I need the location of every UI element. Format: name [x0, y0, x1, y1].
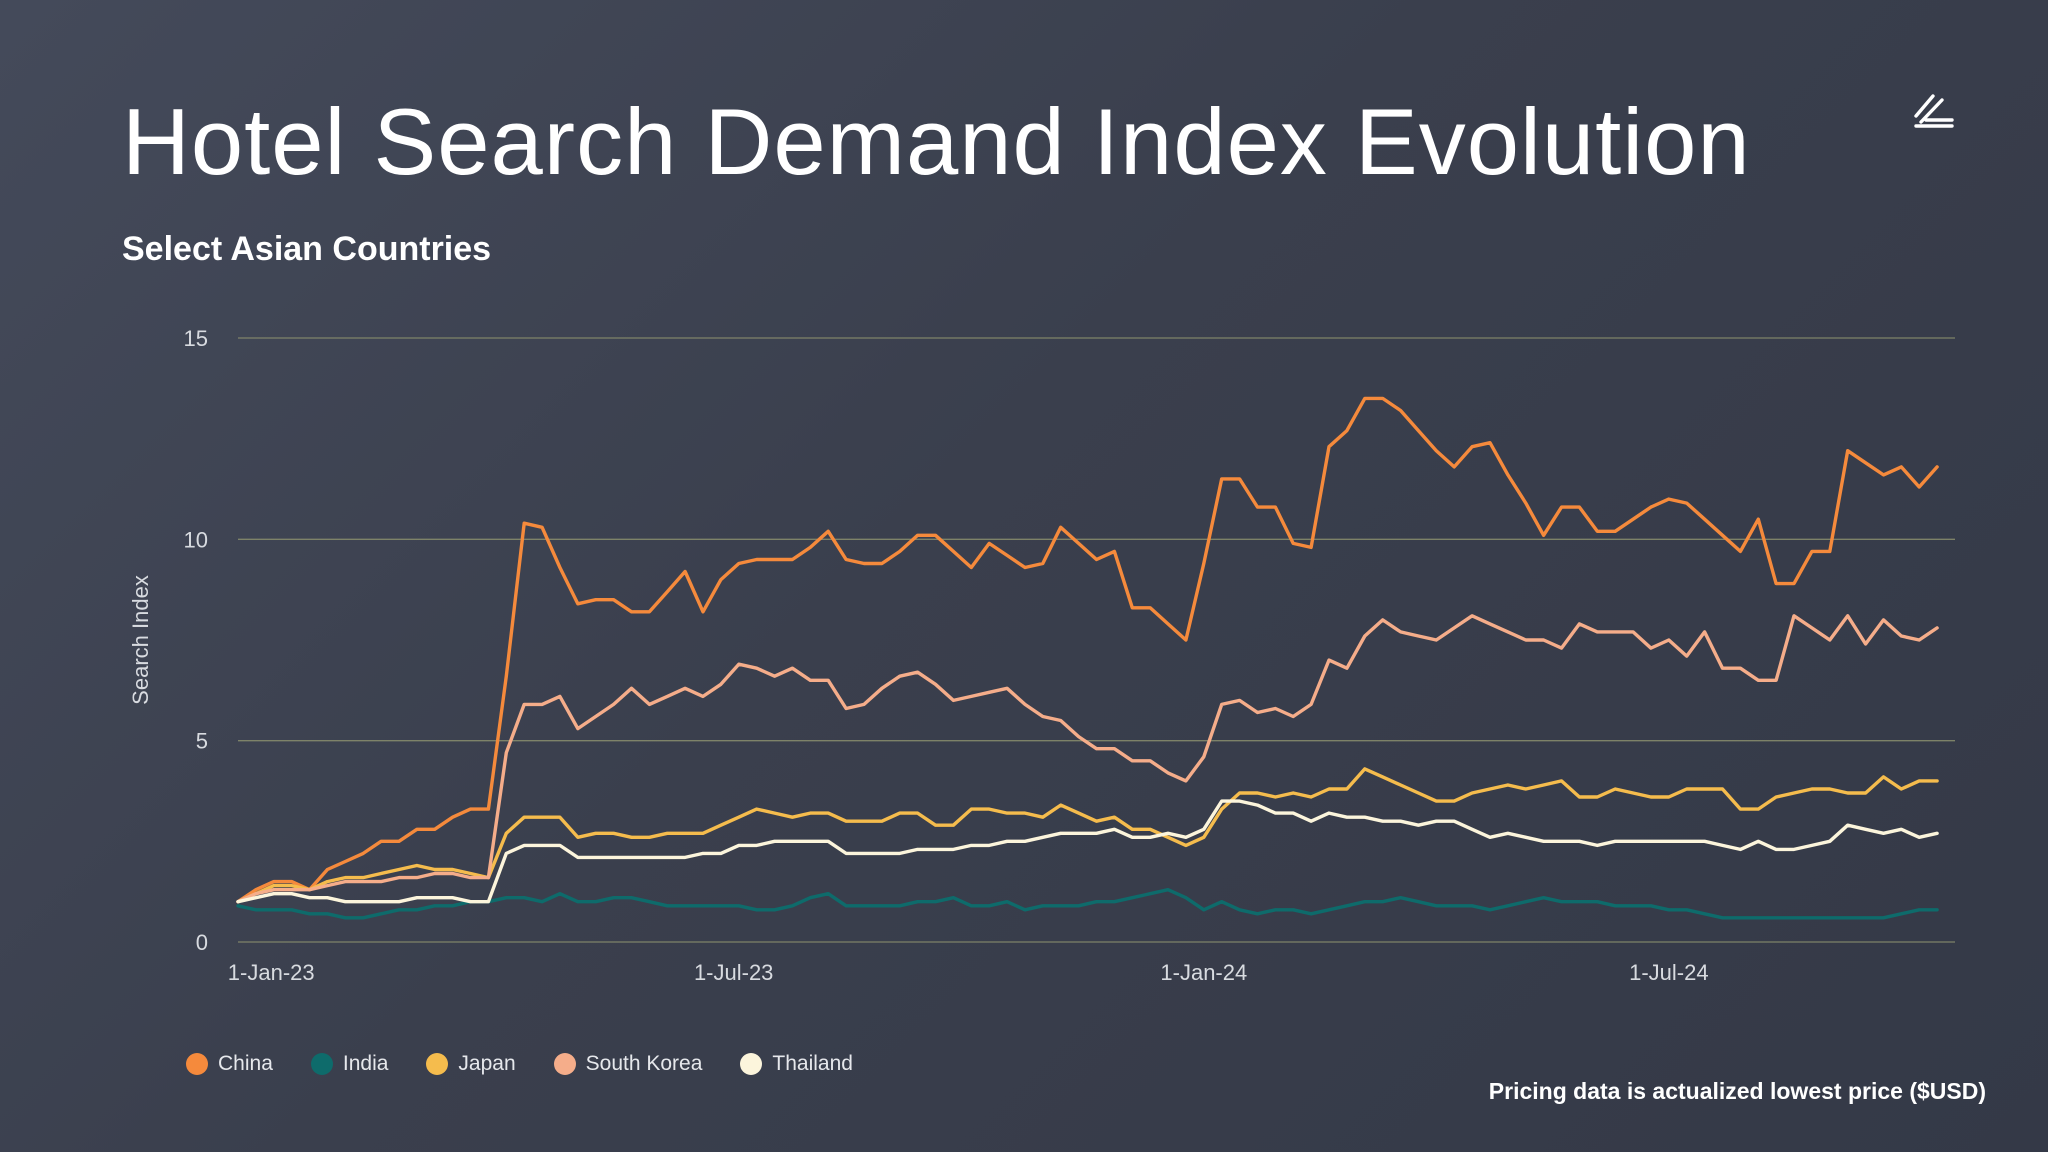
y-axis-title: Search Index: [128, 575, 153, 705]
footnote: Pricing data is actualized lowest price …: [1488, 1078, 1986, 1104]
legend-item-china: China: [186, 1052, 273, 1076]
y-tick-label: 0: [196, 930, 208, 955]
legend-label: India: [342, 1052, 389, 1075]
legend-item-thailand: Thailand: [740, 1052, 853, 1076]
legend-item-japan: Japan: [426, 1052, 516, 1076]
x-tick-label: 1-Jan-23: [228, 960, 315, 985]
legend-label: Japan: [458, 1052, 516, 1075]
series-line-south-korea: [236, 614, 1939, 904]
slash-stack-logo-icon: [1914, 94, 1954, 128]
x-tick-label: 1-Jan-24: [1160, 960, 1247, 985]
legend-label: South Korea: [585, 1052, 703, 1075]
legend-label: China: [218, 1052, 273, 1075]
legend-swatch: [553, 1053, 576, 1075]
legend-label: Thailand: [772, 1052, 853, 1075]
page-title: Hotel Search Demand Index Evolution: [122, 89, 1751, 194]
chart-legend: China India Japan South Korea Thailand: [186, 1052, 891, 1076]
series-line-japan: [236, 767, 1939, 904]
legend-swatch: [310, 1053, 333, 1075]
series-line-china: [236, 396, 1939, 904]
legend-swatch: [426, 1053, 449, 1075]
x-tick-label: 1-Jul-24: [1629, 960, 1708, 985]
x-tick-label: 1-Jul-23: [694, 960, 773, 985]
y-tick-label: 15: [184, 326, 208, 351]
series-line-thailand: [236, 799, 1939, 904]
legend-item-india: India: [310, 1052, 389, 1076]
y-tick-label: 5: [196, 729, 208, 754]
y-tick-label: 10: [184, 527, 208, 552]
legend-swatch: [740, 1053, 763, 1075]
legend-item-south-korea: South Korea: [553, 1052, 703, 1076]
series-line-india: [236, 888, 1939, 920]
legend-swatch: [186, 1053, 208, 1075]
page-subtitle: Select Asian Countries: [122, 230, 492, 268]
